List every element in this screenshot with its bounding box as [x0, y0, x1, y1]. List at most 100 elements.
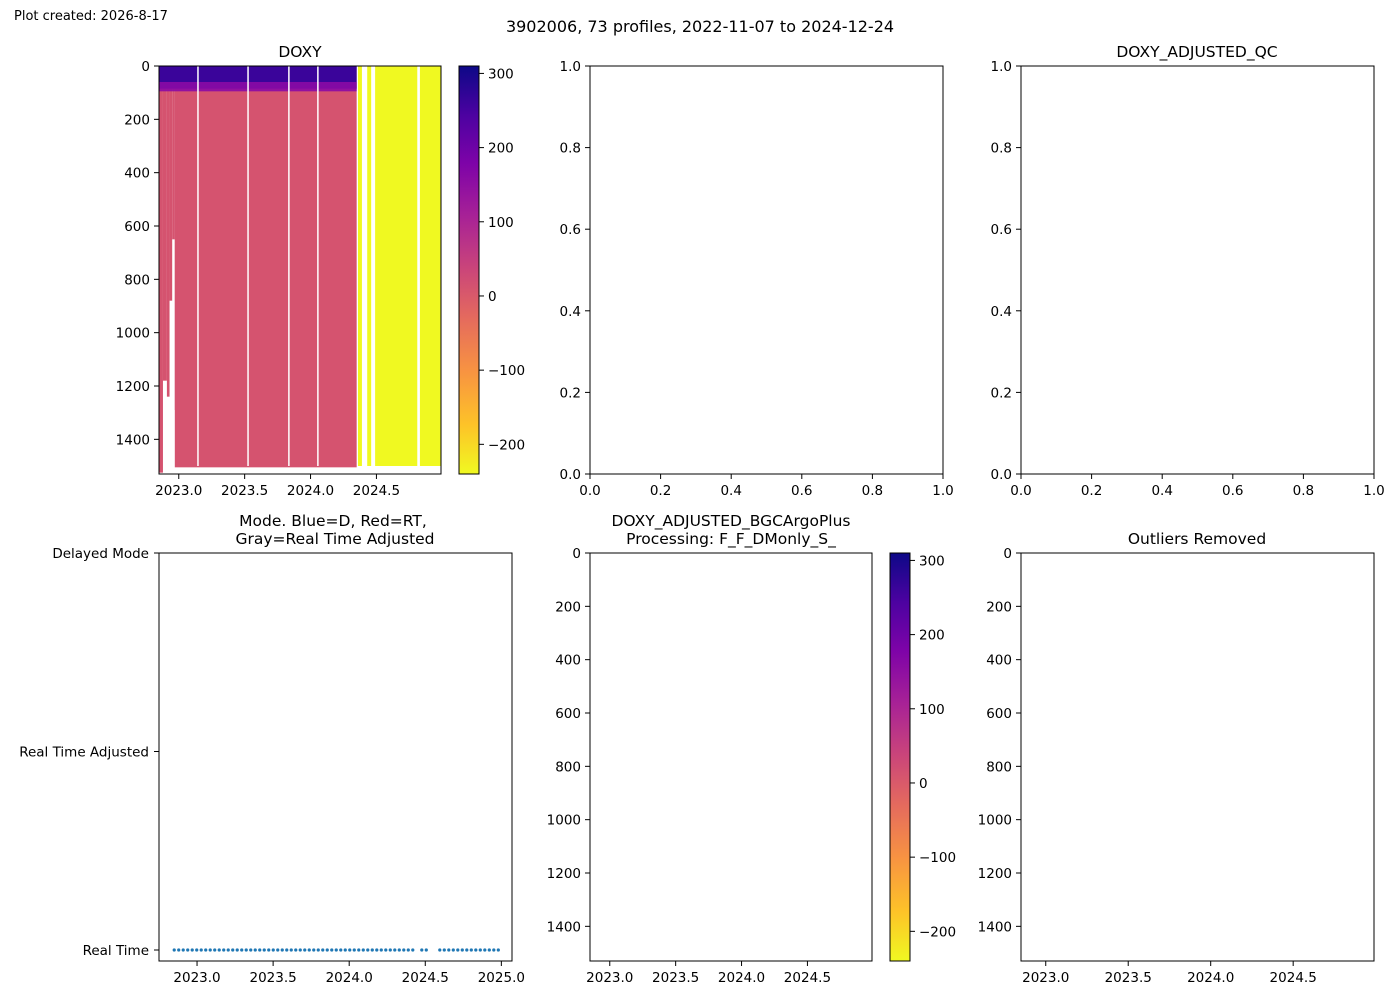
- mode-point: [222, 948, 226, 952]
- colorbar-tick-label: 100: [488, 215, 514, 231]
- mode-point: [226, 948, 230, 952]
- mode-point: [388, 948, 392, 952]
- mode-point: [285, 948, 289, 952]
- mode-point: [244, 948, 248, 952]
- mode-point: [240, 948, 244, 952]
- mode-title-line2: Gray=Real Time Adjusted: [235, 530, 434, 548]
- mode-point: [276, 948, 280, 952]
- x-tick-label: 0.6: [791, 483, 812, 499]
- y-tick-label: 0.6: [991, 222, 1012, 238]
- doxy-adjusted-column: [357, 66, 362, 466]
- mode-point: [177, 948, 181, 952]
- colorbar-tick-label: 200: [919, 628, 945, 644]
- mode-point: [492, 948, 496, 952]
- y-tick-label: 1400: [547, 919, 581, 935]
- mode-point: [307, 948, 311, 952]
- x-tick-label: 0.4: [720, 483, 741, 499]
- y-tick-label: 400: [555, 653, 581, 669]
- mode-point: [339, 948, 343, 952]
- x-tick-label: 2024.5: [353, 483, 400, 499]
- outliers-removed-panel: Outliers Removed 2023.0 2023.5 2024.0 2024.…: [978, 530, 1375, 986]
- blank-top-middle-panel: 0.0 0.2 0.4 0.6 0.8 1.0 0.0 0.2 0.4 0.6 0.8 1.0: [560, 59, 954, 499]
- x-tick-label: 0.6: [1222, 483, 1243, 499]
- qc-axes-frame: [1020, 65, 1375, 475]
- y-tick-label: 200: [986, 599, 1012, 615]
- mode-point: [316, 948, 320, 952]
- y-tick-label: 1.0: [560, 59, 581, 75]
- mode-point: [379, 948, 383, 952]
- qc-axis-ticks: 0.0 0.2 0.4 0.6 0.8 1.0 0.0 0.2 0.4 0.6 0.8 1.0: [991, 59, 1385, 499]
- mode-point: [204, 948, 208, 952]
- doxy-surface-transition: [159, 82, 357, 92]
- doxy-profile-column: [159, 66, 163, 473]
- mode-point: [357, 948, 361, 952]
- y-tick-label: 800: [555, 759, 581, 775]
- mode-point: [289, 948, 293, 952]
- mode-point: [447, 948, 451, 952]
- outliers-axes-frame: [1020, 552, 1375, 962]
- x-tick-label: 2024.0: [1187, 970, 1234, 986]
- y-tick-label: 0.2: [991, 385, 1012, 401]
- mode-point: [258, 948, 262, 952]
- y-tick-label: 0: [141, 59, 150, 75]
- doxy-profile-column: [172, 66, 175, 240]
- x-tick-label: 2024.0: [287, 483, 334, 499]
- doxy-profile-column: [162, 66, 167, 381]
- colorbar-tick-label: −200: [919, 924, 956, 940]
- y-tick-label: 600: [986, 706, 1012, 722]
- doxy-bulk-cells: [174, 66, 357, 468]
- y-tick-label: 600: [124, 219, 150, 235]
- y-tick-label: 0: [1003, 546, 1012, 562]
- y-tick-label: 1000: [547, 813, 581, 829]
- x-tick-label: 2023.5: [249, 970, 296, 986]
- mode-point: [217, 948, 221, 952]
- x-tick-label: 0.0: [579, 483, 600, 499]
- mode-point: [181, 948, 185, 952]
- x-tick-label: 0.0: [1010, 483, 1031, 499]
- y-tick-label: 600: [555, 706, 581, 722]
- x-tick-label: 1.0: [932, 483, 953, 499]
- y-tick-label: 1.0: [991, 59, 1012, 75]
- mode-point: [199, 948, 203, 952]
- mode-point: [303, 948, 307, 952]
- x-tick-label: 0.2: [650, 483, 671, 499]
- x-tick-label: 2023.0: [173, 970, 220, 986]
- x-tick-label: 2024.5: [1270, 970, 1317, 986]
- mode-point: [235, 948, 239, 952]
- colorbar-tick-label: 200: [488, 141, 514, 157]
- mode-point: [496, 948, 500, 952]
- mode-point: [172, 948, 176, 952]
- x-tick-label: 2023.5: [221, 483, 268, 499]
- doxy-axes-frame: [158, 65, 442, 475]
- mode-point: [393, 948, 397, 952]
- mode-point: [330, 948, 334, 952]
- colorbar-tick-label: 300: [919, 553, 945, 569]
- y-tick-label: 0.4: [560, 304, 581, 320]
- mode-point: [334, 948, 338, 952]
- colorbar-tick-label: 0: [488, 289, 497, 305]
- colorbar-tick-label: 300: [488, 66, 514, 82]
- x-tick-label: 0.2: [1081, 483, 1102, 499]
- x-tick-label: 2024.0: [718, 970, 765, 986]
- doxy-missing-profile: [288, 66, 290, 466]
- mode-point: [375, 948, 379, 952]
- outliers-removed-title: Outliers Removed: [1128, 530, 1266, 548]
- y-tick-label: 800: [124, 272, 150, 288]
- colorbar-tick-label: −100: [488, 363, 525, 379]
- y-tick-label: 0.8: [560, 141, 581, 157]
- doxy-missing-profile: [247, 66, 249, 466]
- doxy-missing-profile: [197, 66, 199, 466]
- mode-point: [460, 948, 464, 952]
- mode-point: [366, 948, 370, 952]
- mode-panel: Mode. Blue=D, Red=RT, Gray=Real Time Adj…: [19, 512, 525, 986]
- doxy-profile-column: [169, 66, 173, 301]
- mode-point: [352, 948, 356, 952]
- mode-point: [438, 948, 442, 952]
- mode-point: [294, 948, 298, 952]
- y-tick-label: 800: [986, 759, 1012, 775]
- y-tick-label: 0.0: [560, 467, 581, 483]
- mode-point: [208, 948, 212, 952]
- mode-point: [469, 948, 473, 952]
- bgcargoplus-axes-frame: [589, 552, 873, 962]
- plot-created-label: Plot created: 2026-8-17: [14, 9, 168, 24]
